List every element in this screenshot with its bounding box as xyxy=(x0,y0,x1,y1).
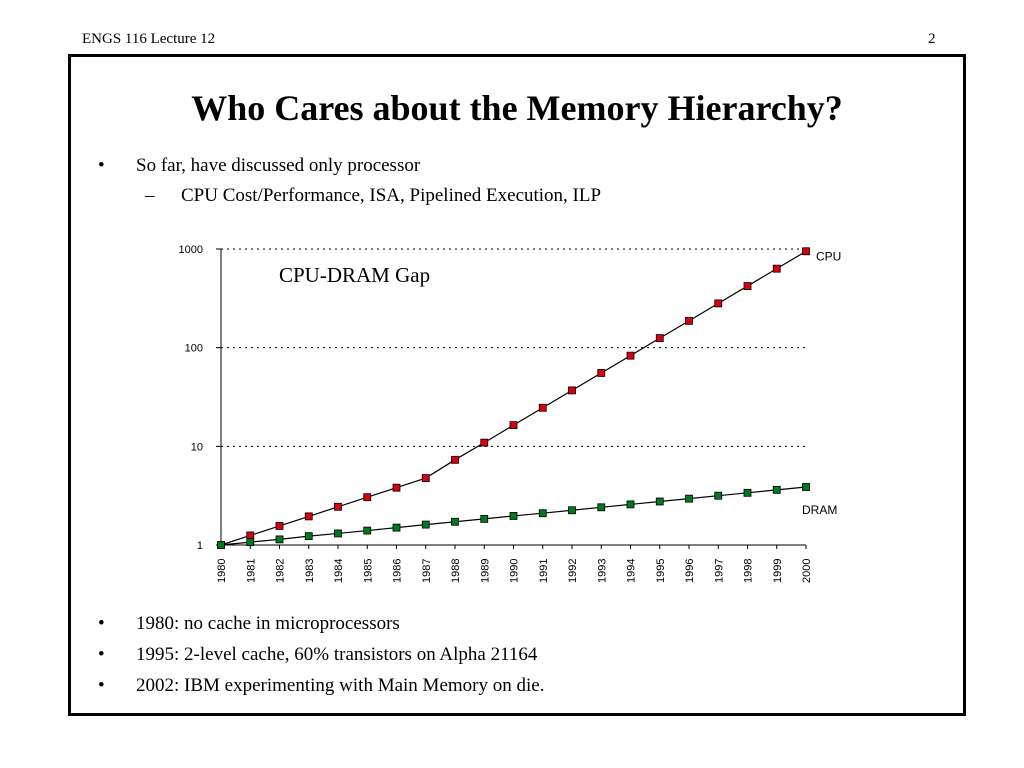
y-tick-label: 100 xyxy=(185,343,203,355)
x-tick-label: 1981 xyxy=(245,559,257,583)
data-point-cpu xyxy=(772,264,781,273)
bullet-item: • So far, have discussed only processor xyxy=(98,155,421,177)
bullet-text: 2002: IBM experimenting with Main Memory… xyxy=(136,675,545,696)
data-point-cpu xyxy=(304,512,313,521)
data-point-cpu xyxy=(714,299,723,308)
x-tick-label: 1999 xyxy=(772,559,784,583)
data-point-dram xyxy=(363,526,372,535)
x-tick-label: 1990 xyxy=(509,559,521,583)
data-point-cpu xyxy=(451,455,459,464)
x-tick-label: 1996 xyxy=(684,559,696,583)
lecture-header: ENGS 116 Lecture 12 xyxy=(82,31,216,47)
slide-frame: Who Cares about the Memory Hierarchy? • … xyxy=(68,54,966,716)
data-point-cpu xyxy=(363,493,372,502)
x-tick-label: 1998 xyxy=(743,559,755,583)
bullet-marker: • xyxy=(98,613,105,634)
sub-bullet-marker: – xyxy=(145,185,155,206)
data-point-cpu xyxy=(246,531,255,540)
series-label-cpu: CPU xyxy=(816,249,841,263)
data-point-dram xyxy=(304,532,313,541)
y-tick-label: 10 xyxy=(191,441,203,453)
bullet-marker: • xyxy=(98,644,105,665)
data-point-cpu xyxy=(626,351,635,360)
sub-bullet-item: – CPU Cost/Performance, ISA, Pipelined E… xyxy=(145,185,602,207)
data-point-dram xyxy=(568,506,576,515)
data-point-dram xyxy=(538,509,547,518)
data-point-dram xyxy=(421,520,430,529)
series-label-dram: DRAM xyxy=(802,503,837,517)
cpu-dram-chart: 1 10 100 1000 1980 1981 1982 1983 1984 1985 1986 19… xyxy=(179,244,842,583)
x-tick-label: 1988 xyxy=(450,559,462,583)
series-line-cpu xyxy=(220,250,807,546)
data-point-dram xyxy=(509,512,518,520)
x-tick-label: 1995 xyxy=(655,559,667,583)
bullet-marker: • xyxy=(98,675,105,696)
bullet-item: • 1995: 2-level cache, 60% transistors o… xyxy=(98,644,538,666)
data-point-dram xyxy=(480,514,489,523)
x-tick-label: 1994 xyxy=(626,559,638,583)
data-point-dram xyxy=(451,517,459,526)
y-tick-label: 1 xyxy=(197,540,203,552)
data-point-dram xyxy=(772,485,781,494)
chart-annotation: CPU-DRAM Gap xyxy=(279,263,430,287)
x-tick-label: 1985 xyxy=(362,559,374,583)
data-point-dram xyxy=(655,497,664,506)
data-point-dram xyxy=(685,494,693,503)
data-point-dram xyxy=(626,500,635,509)
x-tick-label: 1992 xyxy=(567,559,579,583)
data-point-cpu xyxy=(392,483,401,492)
data-point-cpu xyxy=(655,334,664,343)
data-point-dram xyxy=(743,488,752,497)
page-number: 2 xyxy=(928,31,936,47)
data-point-dram xyxy=(275,535,284,544)
bullet-item: • 2002: IBM experimenting with Main Memo… xyxy=(98,675,545,697)
bullet-text: So far, have discussed only processor xyxy=(136,155,421,176)
bullet-text: 1995: 2-level cache, 60% transistors on … xyxy=(136,644,538,665)
data-point-cpu xyxy=(568,386,576,395)
data-point-cpu xyxy=(480,438,489,447)
data-point-cpu xyxy=(509,421,518,430)
x-tick-label: 1997 xyxy=(713,559,725,583)
data-point-dram xyxy=(802,483,810,491)
sub-bullet-text: CPU Cost/Performance, ISA, Pipelined Exe… xyxy=(181,185,602,206)
x-tick-label: 1983 xyxy=(304,559,316,583)
data-point-cpu xyxy=(421,474,430,482)
bullet-marker: • xyxy=(98,155,105,176)
data-point-cpu xyxy=(685,316,693,325)
x-tick-label: 1993 xyxy=(596,559,608,583)
x-tick-label: 1982 xyxy=(275,559,287,583)
x-tick-label: 1980 xyxy=(216,559,228,583)
bullet-text: 1980: no cache in microprocessors xyxy=(136,613,400,634)
x-tick-label: 1986 xyxy=(392,559,404,583)
data-point-dram xyxy=(714,491,723,500)
x-tick-label: 1991 xyxy=(538,559,550,583)
data-point-cpu xyxy=(275,522,284,530)
bullet-item: • 1980: no cache in microprocessors xyxy=(98,613,400,635)
data-point-cpu xyxy=(802,247,810,256)
x-tick-label: 1987 xyxy=(421,559,433,583)
x-tick-label: 1989 xyxy=(479,559,491,583)
data-point-dram xyxy=(334,529,342,538)
data-point-cpu xyxy=(334,502,342,511)
data-point-dram xyxy=(246,538,255,547)
y-tick-label: 1000 xyxy=(179,244,203,256)
data-point-dram xyxy=(597,503,606,512)
data-point-cpu xyxy=(743,282,752,290)
x-tick-label: 2000 xyxy=(801,559,813,583)
data-point-cpu xyxy=(597,369,606,377)
data-point-dram xyxy=(392,523,401,532)
slide-title: Who Cares about the Memory Hierarchy? xyxy=(191,88,843,128)
x-tick-label: 1984 xyxy=(333,559,345,583)
data-point-cpu xyxy=(538,403,547,412)
data-point-dram xyxy=(217,541,225,549)
